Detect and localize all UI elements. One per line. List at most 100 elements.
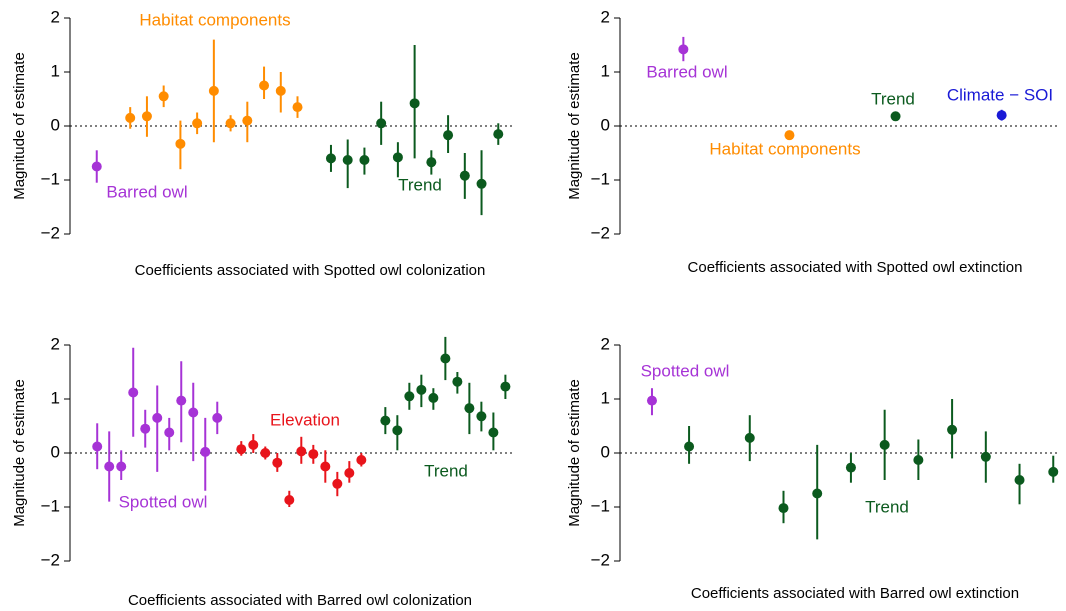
point (320, 461, 331, 472)
y-tick-label: −2 (41, 223, 60, 242)
point (292, 102, 303, 113)
point (325, 153, 336, 164)
point (376, 118, 387, 129)
point (342, 155, 353, 166)
y-tick-label: 0 (601, 115, 610, 134)
y-tick-label: −1 (41, 169, 60, 188)
point (784, 130, 795, 141)
point (176, 395, 187, 406)
point (332, 478, 343, 489)
y-tick-label: −2 (591, 550, 610, 569)
point (359, 155, 370, 166)
point (104, 461, 115, 472)
x-axis-label: Coefficients associated with Barred owl … (128, 592, 472, 609)
point (452, 376, 463, 387)
y-tick-label: 2 (51, 7, 60, 26)
point (1048, 466, 1059, 477)
point (913, 455, 924, 466)
point (392, 425, 403, 436)
point (996, 110, 1007, 121)
y-axis-label: Magnitude of estimate (566, 52, 583, 200)
y-tick-label: 0 (51, 442, 60, 461)
series-label: Barred owl (106, 182, 187, 201)
point (200, 446, 211, 457)
point (947, 424, 958, 435)
point (426, 157, 437, 168)
point (890, 111, 901, 122)
point (778, 503, 789, 514)
point (980, 451, 991, 462)
y-tick-label: 2 (51, 334, 60, 353)
point (500, 381, 511, 392)
point (812, 488, 823, 499)
y-tick-label: 1 (601, 61, 610, 80)
series-label: Habitat components (709, 139, 860, 158)
series-label: Habitat components (139, 10, 290, 29)
point (140, 423, 151, 434)
point (308, 449, 319, 460)
point (440, 353, 451, 364)
point (459, 170, 470, 181)
point (236, 444, 247, 455)
series-label: Trend (865, 497, 909, 516)
point (128, 387, 139, 398)
series-label: Trend (871, 89, 915, 108)
point (744, 432, 755, 443)
x-axis-label: Coefficients associated with Spotted owl… (688, 259, 1023, 276)
point (212, 412, 223, 423)
point (275, 85, 286, 96)
point (92, 441, 103, 452)
y-tick-label: 1 (51, 61, 60, 80)
series-label: Spotted owl (119, 492, 208, 511)
point (152, 412, 163, 423)
point (158, 91, 169, 102)
point (464, 403, 475, 414)
point (272, 457, 283, 468)
y-tick-label: 1 (51, 388, 60, 407)
y-tick-label: −2 (591, 223, 610, 242)
series-label: Trend (424, 461, 468, 480)
point (356, 455, 367, 466)
point (404, 391, 415, 402)
point (488, 427, 499, 438)
point (476, 411, 487, 422)
x-axis-label: Coefficients associated with Barred owl … (691, 585, 1019, 602)
point (284, 494, 295, 505)
point (1014, 475, 1025, 485)
point (248, 439, 259, 450)
y-axis-label: Magnitude of estimate (11, 52, 28, 200)
point (260, 448, 271, 458)
point (164, 427, 175, 438)
point (225, 118, 236, 129)
point (678, 44, 689, 55)
point (879, 439, 890, 450)
point (476, 178, 487, 189)
point (208, 85, 219, 96)
series-label: Trend (398, 175, 442, 194)
point (428, 392, 439, 403)
y-tick-label: 2 (601, 334, 610, 353)
series-label: Spotted owl (641, 361, 730, 380)
point (392, 152, 403, 163)
point (409, 98, 420, 109)
point (344, 467, 355, 478)
y-tick-label: 2 (601, 7, 610, 26)
point (845, 462, 856, 473)
y-tick-label: −2 (41, 550, 60, 569)
y-axis-label: Magnitude of estimate (11, 379, 28, 527)
y-tick-label: −1 (591, 496, 610, 515)
point (192, 118, 203, 129)
point (416, 384, 427, 395)
series-label: Climate − SOI (947, 85, 1053, 104)
point (646, 395, 657, 406)
point (175, 138, 186, 149)
x-axis-label: Coefficients associated with Spotted owl… (135, 262, 486, 279)
y-tick-label: 0 (601, 442, 610, 461)
y-tick-label: 1 (601, 388, 610, 407)
point (141, 111, 152, 122)
point (259, 80, 270, 91)
point (380, 415, 391, 426)
point (116, 461, 127, 472)
point (493, 129, 504, 140)
